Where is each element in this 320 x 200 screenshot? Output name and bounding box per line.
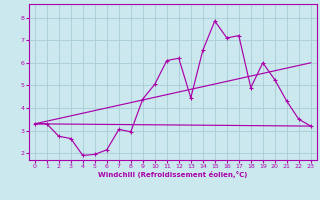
X-axis label: Windchill (Refroidissement éolien,°C): Windchill (Refroidissement éolien,°C) (98, 171, 247, 178)
